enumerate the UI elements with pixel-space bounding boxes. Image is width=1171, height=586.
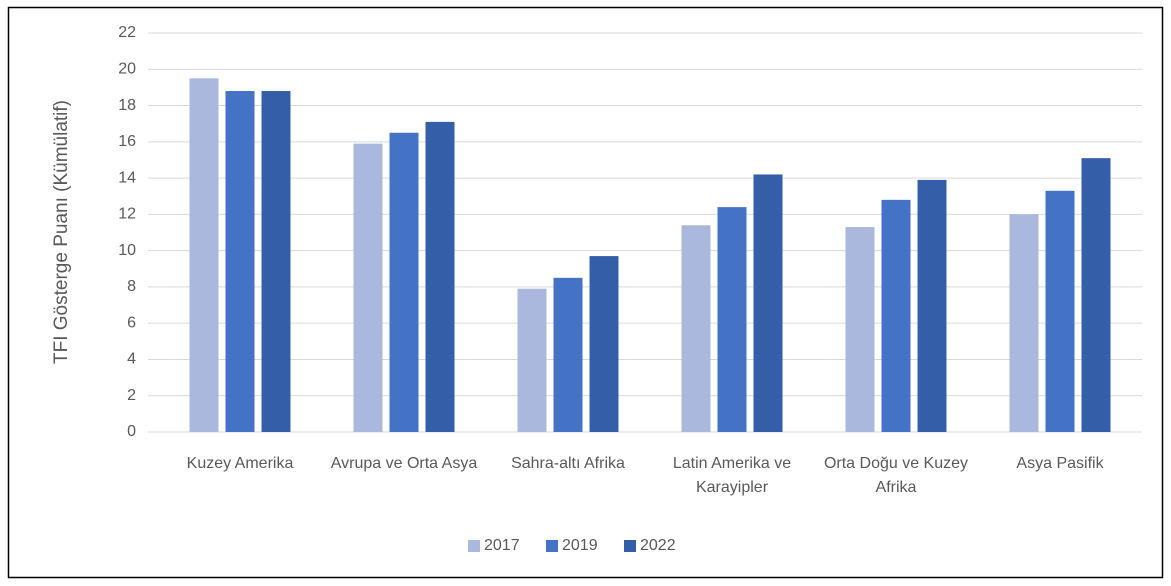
chart-frame [7, 6, 1164, 579]
y-tick-label: 22 [118, 24, 136, 41]
y-axis-label: TFI Gösterge Puanı (Kümülatif) [51, 100, 72, 364]
bar [1009, 214, 1039, 432]
y-tick-label: 12 [118, 206, 136, 223]
y-tick-label: 6 [127, 314, 136, 331]
bar [225, 91, 255, 432]
y-tick-label: 10 [118, 242, 136, 259]
bar [845, 227, 875, 432]
bar [589, 256, 619, 432]
legend-swatch [468, 540, 480, 552]
bar [717, 207, 747, 432]
y-tick-label: 2 [127, 387, 136, 404]
x-tick-label: Sahra-altı Afrika [511, 455, 625, 472]
legend-label: 2019 [562, 537, 598, 554]
bar [917, 179, 947, 432]
bar [1045, 190, 1075, 432]
y-tick-label: 14 [118, 169, 136, 186]
y-tick-label: 0 [127, 423, 136, 440]
bar [353, 143, 383, 432]
x-tick-label: Kuzey Amerika [186, 455, 294, 472]
bar [753, 174, 783, 433]
y-tick-label: 20 [118, 60, 136, 77]
legend-label: 2017 [484, 537, 520, 554]
bar [553, 277, 583, 432]
legend-swatch [624, 540, 636, 552]
bar [1081, 158, 1111, 432]
bar [189, 78, 219, 432]
x-tick-label: Asya Pasifik [1016, 455, 1104, 472]
bar [517, 288, 547, 432]
bar [389, 132, 419, 432]
bar [425, 121, 455, 433]
y-tick-label: 16 [118, 133, 136, 150]
x-tick-label: Avrupa ve Orta Asya [330, 455, 478, 472]
y-tick-label: 18 [118, 97, 136, 114]
x-tick-label: Latin Amerika ve Karayipler [672, 455, 792, 496]
y-tick-label: 8 [127, 278, 136, 295]
bar [881, 199, 911, 432]
x-tick-label: Orta Doğu ve Kuzey Afrika [823, 455, 969, 496]
bar [681, 225, 711, 432]
legend-label: 2022 [640, 537, 676, 554]
legend-swatch [546, 540, 558, 552]
bar [261, 91, 291, 432]
y-tick-label: 4 [127, 351, 136, 368]
